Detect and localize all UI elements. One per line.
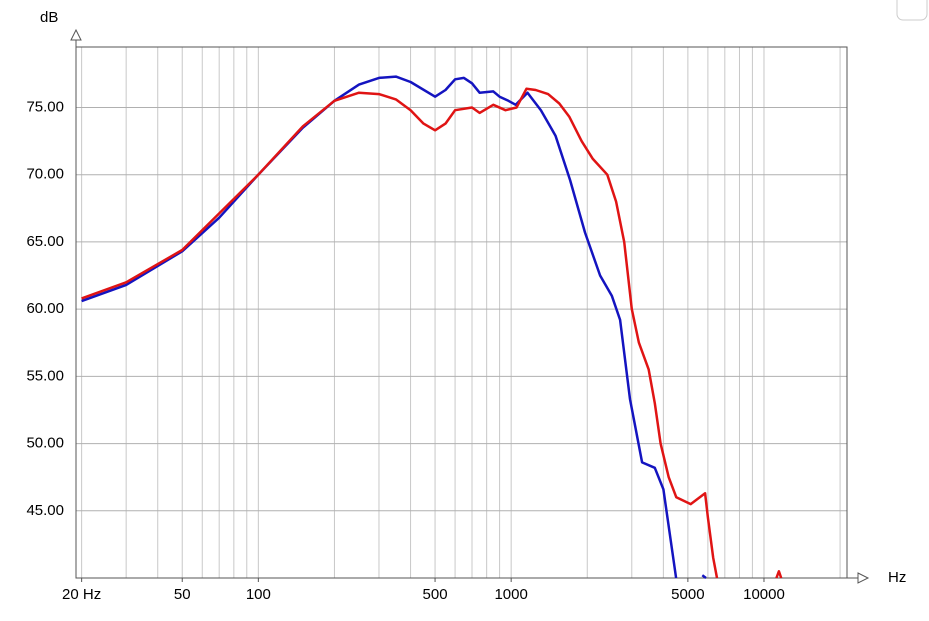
y-tick-label: 65.00 (26, 233, 64, 250)
plot-frame (75, 46, 848, 579)
y-axis-label: dB (40, 9, 58, 26)
window-button[interactable] (896, 0, 928, 21)
x-axis-arrow (857, 572, 870, 584)
x-tick-label: 500 (423, 586, 448, 603)
y-tick-label: 70.00 (26, 166, 64, 183)
x-tick-label: 1000 (494, 586, 527, 603)
x-tick-label: 20 Hz (62, 586, 101, 603)
y-axis-arrow (70, 28, 82, 41)
y-tick-label: 60.00 (26, 300, 64, 317)
x-tick-label: 10000 (743, 586, 785, 603)
grid (76, 47, 847, 578)
x-axis-label: Hz (888, 569, 906, 586)
series-line (81, 87, 783, 579)
series-line (81, 75, 707, 580)
y-tick-label: 45.00 (26, 502, 64, 519)
y-tick-label: 55.00 (26, 367, 64, 384)
x-tick-label: 5000 (671, 586, 704, 603)
y-tick-label: 75.00 (26, 98, 64, 115)
x-tick-label: 50 (174, 586, 191, 603)
y-tick-label: 50.00 (26, 435, 64, 452)
x-tick-label: 100 (246, 586, 271, 603)
